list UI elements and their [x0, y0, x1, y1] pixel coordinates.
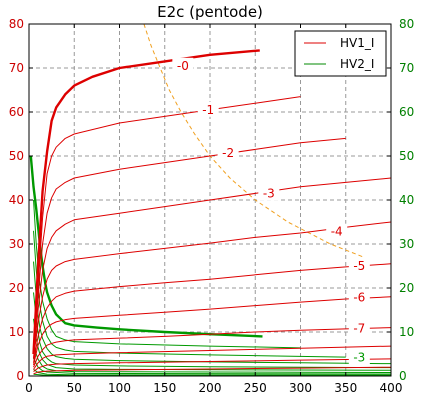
curve-label-bg [197, 101, 219, 117]
curve-label-bg [348, 289, 370, 305]
curve-label: -1 [202, 103, 214, 117]
y-tick-label-left: 10 [9, 325, 24, 339]
y-tick-label-right: 10 [399, 325, 414, 339]
curve-labels: -0 -1 -2 -3 -4 -5 -6 -7 -3 [172, 57, 370, 365]
dissipation-limit-layer [143, 23, 365, 258]
hv1-curve [33, 96, 301, 355]
tick-layer: 0 50 100 150 200 250 300 350 4000102030405060708… [9, 17, 415, 395]
y-tick-label-right: 40 [399, 193, 414, 207]
curve-label-bg [258, 185, 280, 201]
y-tick-label-left: 0 [16, 369, 24, 383]
y-tick-label-right: 30 [399, 237, 414, 251]
x-tick-label: 100 [108, 381, 131, 395]
series-layer [29, 49, 392, 377]
hv1-curve [33, 263, 392, 363]
y-tick-label-right: 60 [399, 105, 414, 119]
x-tick-label: 150 [153, 381, 176, 395]
curve-label-bg [348, 320, 370, 336]
hv2-curve [33, 230, 346, 358]
curve-label: -7 [353, 321, 365, 335]
legend-label-hv2: HV2_I [340, 57, 374, 71]
hv2-curve [33, 368, 392, 376]
curve-label: -2 [222, 146, 234, 160]
y-tick-label-right: 0 [399, 369, 407, 383]
curve-label: -3 [353, 351, 365, 365]
y-tick-label-right: 80 [399, 17, 414, 31]
curve-label-bg [172, 57, 194, 73]
curve-label-bg [348, 258, 370, 273]
legend-label-hv1: HV1_I [340, 36, 374, 50]
curve-label-bg [348, 349, 370, 365]
hv2-curve [33, 292, 392, 369]
hv2-curve [33, 340, 392, 373]
curve-label: -6 [353, 291, 365, 305]
hv1-curve [33, 137, 346, 355]
curve-label: -5 [353, 259, 365, 273]
hv2-curve [33, 261, 392, 365]
x-tick-label: 50 [67, 381, 82, 395]
x-tick-label: 300 [289, 381, 312, 395]
hv1-curve [33, 221, 392, 359]
y-tick-label-right: 70 [399, 61, 414, 75]
hv1-curve [33, 366, 392, 375]
hv1-curve [33, 177, 392, 359]
y-tick-label-right: 20 [399, 281, 414, 295]
y-tick-label-left: 80 [9, 17, 24, 31]
curve-label-bg [217, 144, 239, 160]
dissipation-limit-curve [143, 23, 365, 258]
curve-label: -4 [331, 225, 343, 239]
hv1-curve [32, 49, 260, 355]
hv2-curve [29, 155, 263, 338]
legend: HV1_I HV2_I [294, 30, 387, 77]
hv1-curve [33, 345, 392, 370]
hv1-curve [33, 358, 392, 372]
y-tick-label-left: 70 [9, 61, 24, 75]
y-tick-label-left: 50 [9, 149, 24, 163]
chart-title: E2c (pentode) [157, 3, 263, 21]
x-tick-label: 0 [25, 381, 33, 395]
hv1-curve [33, 327, 392, 368]
x-tick-label: 250 [244, 381, 267, 395]
y-tick-label-left: 30 [9, 237, 24, 251]
legend-box [294, 30, 387, 77]
y-tick-label-left: 40 [9, 193, 24, 207]
curve-label: -0 [177, 59, 189, 73]
curve-label: -3 [263, 186, 275, 200]
x-tick-label: 400 [380, 381, 403, 395]
y-tick-label-left: 60 [9, 105, 24, 119]
x-tick-label: 200 [199, 381, 222, 395]
y-tick-label-left: 20 [9, 281, 24, 295]
curve-label-bg [326, 223, 348, 239]
hv1-curve [33, 296, 392, 366]
y-tick-label-right: 50 [399, 149, 414, 163]
x-tick-label: 350 [334, 381, 357, 395]
